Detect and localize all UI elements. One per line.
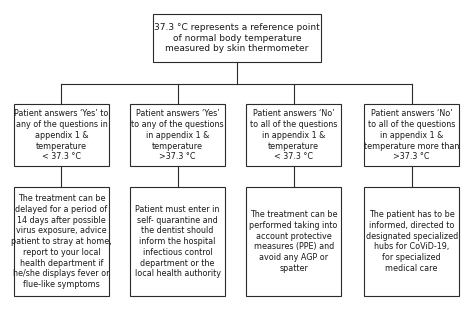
FancyBboxPatch shape: [246, 187, 341, 296]
Text: The treatment can be
delayed for a period of
14 days after possible
virus exposu: The treatment can be delayed for a perio…: [11, 194, 112, 289]
FancyBboxPatch shape: [130, 104, 225, 166]
Text: Patient must enter in
self- quarantine and
the dentist should
inform the hospita: Patient must enter in self- quarantine a…: [135, 205, 220, 278]
FancyBboxPatch shape: [154, 15, 320, 62]
FancyBboxPatch shape: [246, 104, 341, 166]
Text: Patient answers ‘Yes’ to
any of the questions in
appendix 1 &
temperature
< 37.3: Patient answers ‘Yes’ to any of the ques…: [14, 109, 109, 161]
FancyBboxPatch shape: [364, 104, 459, 166]
Text: Patient answers ‘No’
to all of the questions
in appendix 1 &
temperature
< 37.3 : Patient answers ‘No’ to all of the quest…: [250, 109, 337, 161]
Text: The treatment can be
performed taking into
account protective
measures (PPE) and: The treatment can be performed taking in…: [249, 210, 338, 273]
Text: 37.3 °C represents a reference point
of normal body temperature
measured by skin: 37.3 °C represents a reference point of …: [154, 23, 320, 53]
Text: The patient has to be
informed, directed to
designated specialized
hubs for CoVi: The patient has to be informed, directed…: [365, 210, 458, 273]
FancyBboxPatch shape: [14, 104, 109, 166]
Text: Patient answers ‘No’
to all of the questions
in appendix 1 &
temperature more th: Patient answers ‘No’ to all of the quest…: [364, 109, 459, 161]
Text: Patient answers ‘Yes’
to any of the questions
in appendix 1 &
temperature
>37.3 : Patient answers ‘Yes’ to any of the ques…: [131, 109, 224, 161]
FancyBboxPatch shape: [130, 187, 225, 296]
FancyBboxPatch shape: [14, 187, 109, 296]
FancyBboxPatch shape: [364, 187, 459, 296]
